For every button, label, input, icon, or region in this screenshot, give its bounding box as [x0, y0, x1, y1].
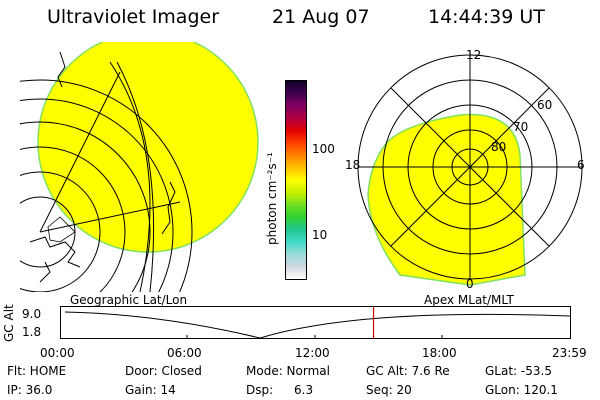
colorbar-unit-label: photon cm⁻²s⁻¹	[265, 152, 279, 245]
aurora-fill-polar	[367, 113, 526, 286]
info-gain: Gain: 14	[125, 383, 176, 397]
mlat-label-80: 80	[491, 140, 507, 154]
altitude-ylabel: GC Alt	[2, 304, 16, 342]
polar-mlat-mlt-panel	[357, 54, 583, 286]
date-label: 21 Aug 07	[272, 6, 370, 28]
info-gcalt: GC Alt: 7.6 Re	[366, 364, 450, 378]
info-dsp-label: Dsp:	[246, 383, 274, 397]
info-ip: IP: 36.0	[7, 383, 53, 397]
colorbar	[285, 80, 307, 280]
geographic-image-panel	[20, 42, 259, 292]
colorbar-tick-10: 10	[312, 228, 328, 242]
left-panel-caption: Geographic Lat/Lon	[70, 293, 188, 307]
mlt-label-18: 18	[345, 158, 361, 172]
xtick-1800: 18:00	[422, 346, 457, 360]
info-glat: GLat: -53.5	[485, 364, 552, 378]
aurora-disk-geographic	[37, 42, 259, 253]
info-mode: Mode: Normal	[246, 364, 330, 378]
instrument-title: Ultraviolet Imager	[47, 6, 220, 28]
info-door: Door: Closed	[125, 364, 202, 378]
info-glon: GLon: 120.1	[485, 383, 558, 397]
xtick-2359: 23:59	[552, 346, 587, 360]
right-panel-caption: Apex MLat/MLT	[424, 293, 514, 307]
xtick-0600: 06:00	[167, 346, 202, 360]
mlat-label-60: 60	[537, 98, 553, 112]
info-flt: Flt: HOME	[7, 364, 67, 378]
mlat-label-70: 70	[513, 120, 529, 134]
colorbar-tick-100: 100	[312, 142, 335, 156]
info-seq: Seq: 20	[366, 383, 412, 397]
xtick-0000: 00:00	[40, 346, 75, 360]
time-label: 14:44:39 UT	[428, 6, 545, 28]
mlt-label-0: 0	[466, 277, 474, 291]
altitude-strip-plot	[60, 306, 571, 339]
mlt-label-12: 12	[466, 48, 482, 62]
mlt-label-6: 6	[577, 158, 585, 172]
xtick-1200: 12:00	[295, 346, 330, 360]
info-dsp-value: 6.3	[294, 383, 314, 397]
altitude-ymax: 9.0	[22, 307, 42, 321]
altitude-ymin: 1.8	[22, 325, 42, 339]
